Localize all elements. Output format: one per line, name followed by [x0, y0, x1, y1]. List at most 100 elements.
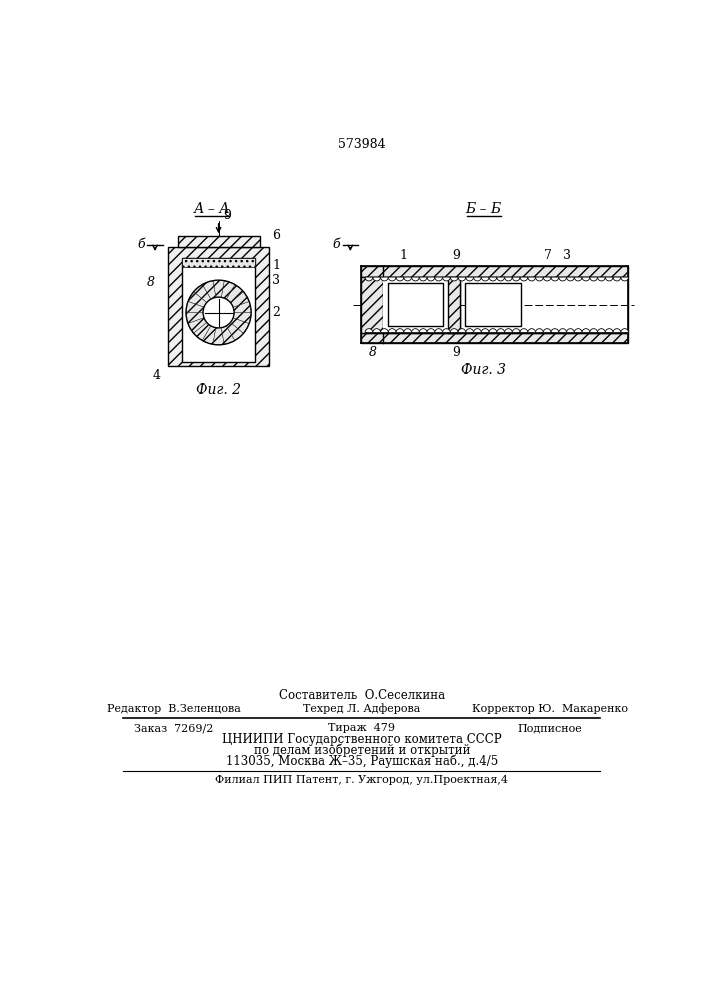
- Circle shape: [203, 297, 234, 328]
- Wedge shape: [605, 329, 613, 333]
- Text: 9: 9: [452, 346, 460, 359]
- Wedge shape: [520, 329, 528, 333]
- Wedge shape: [535, 329, 543, 333]
- Text: 1: 1: [400, 249, 408, 262]
- Wedge shape: [186, 301, 204, 312]
- Text: Филиал ПИП Патент, г. Ужгород, ул.Проектная,4: Филиал ПИП Патент, г. Ужгород, ул.Проект…: [216, 775, 508, 785]
- Wedge shape: [396, 329, 404, 333]
- Text: Б – Б: Б – Б: [465, 202, 502, 216]
- Bar: [177, 236, 259, 247]
- Wedge shape: [605, 277, 613, 281]
- Wedge shape: [505, 277, 513, 281]
- Wedge shape: [380, 329, 388, 333]
- Text: 6: 6: [272, 229, 280, 242]
- Text: по делам изобретений и открытий: по делам изобретений и открытий: [254, 744, 470, 757]
- Text: 8: 8: [369, 346, 377, 359]
- Wedge shape: [513, 277, 520, 281]
- Wedge shape: [505, 329, 513, 333]
- Bar: [383, 277, 628, 333]
- Text: 3: 3: [563, 249, 571, 262]
- Text: 573984: 573984: [338, 138, 386, 151]
- Wedge shape: [497, 277, 505, 281]
- Wedge shape: [188, 318, 206, 333]
- Wedge shape: [411, 329, 419, 333]
- Wedge shape: [419, 329, 427, 333]
- Wedge shape: [450, 329, 458, 333]
- Wedge shape: [481, 329, 489, 333]
- Text: Тираж  479: Тираж 479: [329, 723, 395, 733]
- Wedge shape: [226, 322, 243, 341]
- Wedge shape: [574, 329, 582, 333]
- Wedge shape: [481, 277, 489, 281]
- Wedge shape: [427, 329, 435, 333]
- Wedge shape: [458, 329, 466, 333]
- Wedge shape: [419, 277, 427, 281]
- Wedge shape: [202, 326, 216, 344]
- Wedge shape: [535, 277, 543, 281]
- Wedge shape: [566, 329, 574, 333]
- Wedge shape: [466, 277, 474, 281]
- Wedge shape: [582, 277, 590, 281]
- Text: Корректор Ю.  Макаренко: Корректор Ю. Макаренко: [472, 704, 628, 714]
- Text: 9: 9: [452, 249, 460, 262]
- Text: Техред Л. Адферова: Техред Л. Адферова: [303, 704, 421, 714]
- Wedge shape: [489, 329, 497, 333]
- Wedge shape: [513, 329, 520, 333]
- Wedge shape: [226, 284, 243, 303]
- Text: Составитель  О.Сеселкина: Составитель О.Сеселкина: [279, 689, 445, 702]
- Wedge shape: [450, 277, 458, 281]
- Wedge shape: [551, 329, 559, 333]
- Wedge shape: [404, 329, 411, 333]
- Wedge shape: [233, 301, 251, 312]
- Wedge shape: [489, 277, 497, 281]
- Bar: [361, 277, 383, 333]
- Bar: [182, 258, 255, 362]
- Wedge shape: [427, 277, 435, 281]
- Bar: [465, 283, 521, 326]
- Wedge shape: [194, 322, 211, 341]
- Wedge shape: [621, 277, 629, 281]
- Wedge shape: [590, 277, 597, 281]
- Text: 3: 3: [272, 274, 280, 287]
- Wedge shape: [230, 292, 249, 307]
- Wedge shape: [528, 277, 535, 281]
- Wedge shape: [435, 329, 443, 333]
- Wedge shape: [559, 329, 566, 333]
- Bar: [361, 266, 628, 277]
- Wedge shape: [474, 277, 481, 281]
- Wedge shape: [365, 277, 373, 281]
- Wedge shape: [373, 329, 380, 333]
- Wedge shape: [202, 281, 216, 299]
- Wedge shape: [466, 329, 474, 333]
- Bar: [448, 277, 460, 333]
- Text: 113035, Москва Ж–35, Раушская наб., д.4/5: 113035, Москва Ж–35, Раушская наб., д.4/…: [226, 755, 498, 768]
- Text: Заказ  7269/2: Заказ 7269/2: [134, 723, 214, 733]
- Wedge shape: [474, 329, 481, 333]
- Wedge shape: [380, 277, 388, 281]
- Wedge shape: [543, 329, 551, 333]
- Wedge shape: [221, 281, 235, 299]
- Text: б: б: [332, 238, 340, 251]
- Wedge shape: [559, 277, 566, 281]
- Wedge shape: [613, 277, 621, 281]
- Wedge shape: [365, 329, 373, 333]
- Text: А – А: А – А: [194, 202, 230, 216]
- Wedge shape: [435, 277, 443, 281]
- Text: ЦНИИПИ Государственного комитета СССР: ЦНИИПИ Государственного комитета СССР: [222, 733, 502, 746]
- Wedge shape: [597, 329, 605, 333]
- Wedge shape: [497, 329, 505, 333]
- Wedge shape: [520, 277, 528, 281]
- Wedge shape: [221, 326, 235, 344]
- Wedge shape: [621, 329, 629, 333]
- Wedge shape: [194, 284, 211, 303]
- Bar: [182, 258, 255, 267]
- Text: Фиг. 3: Фиг. 3: [461, 363, 506, 377]
- Wedge shape: [566, 277, 574, 281]
- Wedge shape: [230, 318, 249, 333]
- Wedge shape: [458, 277, 466, 281]
- Wedge shape: [590, 329, 597, 333]
- Wedge shape: [186, 312, 204, 324]
- Text: 9: 9: [223, 209, 231, 222]
- Wedge shape: [213, 280, 224, 297]
- Text: 7: 7: [544, 249, 552, 262]
